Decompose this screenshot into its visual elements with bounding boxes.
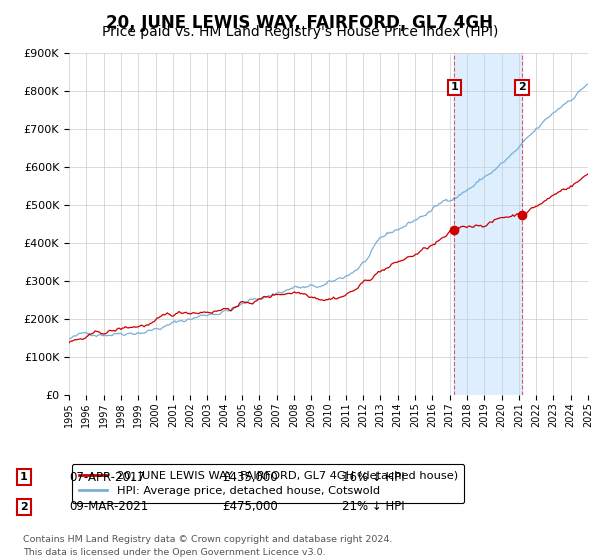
- Text: 07-APR-2017: 07-APR-2017: [69, 470, 145, 484]
- Text: Contains HM Land Registry data © Crown copyright and database right 2024.: Contains HM Land Registry data © Crown c…: [23, 535, 392, 544]
- Text: This data is licensed under the Open Government Licence v3.0.: This data is licensed under the Open Gov…: [23, 548, 325, 557]
- Bar: [454, 53, 522, 395]
- Text: £475,000: £475,000: [222, 500, 278, 514]
- Text: £435,000: £435,000: [222, 470, 278, 484]
- Legend: 20, JUNE LEWIS WAY, FAIRFORD, GL7 4GH (detached house), HPI: Average price, deta: 20, JUNE LEWIS WAY, FAIRFORD, GL7 4GH (d…: [72, 464, 464, 503]
- Text: 21% ↓ HPI: 21% ↓ HPI: [342, 500, 404, 514]
- Text: 16% ↓ HPI: 16% ↓ HPI: [342, 470, 404, 484]
- Text: 09-MAR-2021: 09-MAR-2021: [69, 500, 148, 514]
- Text: 20, JUNE LEWIS WAY, FAIRFORD, GL7 4GH: 20, JUNE LEWIS WAY, FAIRFORD, GL7 4GH: [107, 14, 493, 32]
- Text: 1: 1: [20, 472, 28, 482]
- Text: 2: 2: [20, 502, 28, 512]
- Text: 2: 2: [518, 82, 526, 92]
- Text: Price paid vs. HM Land Registry's House Price Index (HPI): Price paid vs. HM Land Registry's House …: [102, 25, 498, 39]
- Text: 1: 1: [451, 82, 458, 92]
